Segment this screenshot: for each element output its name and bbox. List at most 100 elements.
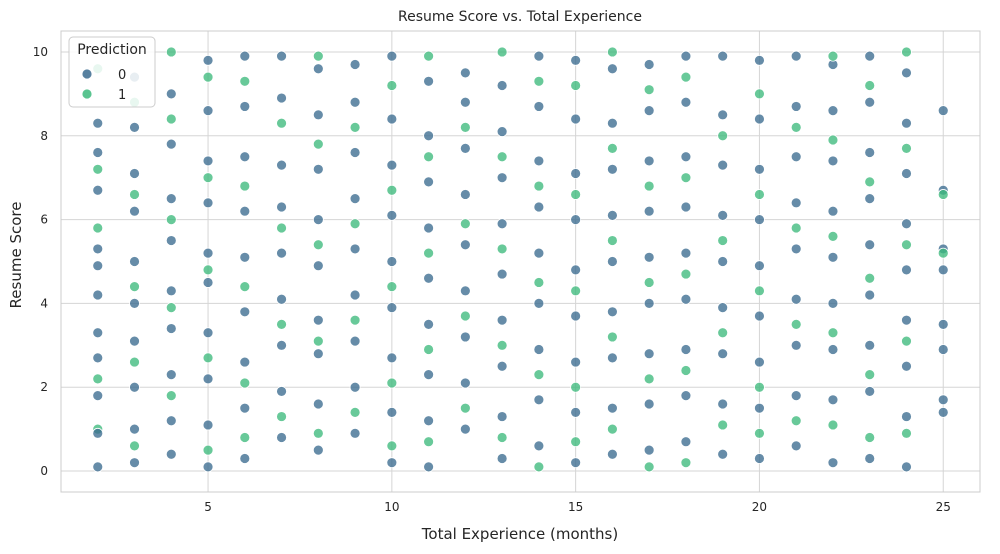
data-point-series-0 bbox=[570, 264, 582, 276]
data-point-series-0 bbox=[312, 260, 324, 272]
data-point-series-0 bbox=[496, 172, 508, 184]
data-point-series-0 bbox=[349, 59, 361, 70]
data-point-series-0 bbox=[239, 402, 251, 414]
data-point-series-0 bbox=[92, 390, 104, 402]
data-point-series-1 bbox=[607, 423, 618, 435]
data-point-series-0 bbox=[533, 201, 545, 213]
data-point-series-0 bbox=[349, 96, 361, 108]
data-point-series-0 bbox=[570, 457, 582, 469]
data-point-series-0 bbox=[864, 147, 876, 158]
data-point-series-1 bbox=[276, 117, 287, 129]
data-point-series-0 bbox=[129, 457, 140, 469]
data-point-series-0 bbox=[901, 218, 912, 230]
data-point-series-0 bbox=[239, 205, 251, 217]
data-point-series-1 bbox=[754, 285, 765, 297]
data-point-series-1 bbox=[864, 80, 876, 91]
data-point-series-0 bbox=[165, 285, 177, 297]
data-point-series-0 bbox=[790, 101, 802, 112]
data-point-series-0 bbox=[827, 394, 839, 406]
data-point-series-1 bbox=[643, 373, 655, 385]
data-point-series-0 bbox=[533, 344, 545, 355]
data-point-series-0 bbox=[901, 67, 912, 79]
data-point-series-0 bbox=[129, 298, 140, 309]
data-point-series-1 bbox=[717, 235, 729, 246]
data-point-series-1 bbox=[386, 80, 398, 91]
data-point-series-1 bbox=[129, 440, 140, 452]
x-tick-label: 20 bbox=[752, 500, 767, 514]
data-point-series-0 bbox=[680, 247, 692, 259]
data-point-series-0 bbox=[423, 272, 435, 284]
data-point-series-1 bbox=[827, 327, 839, 339]
data-point-series-0 bbox=[754, 54, 765, 66]
data-point-series-0 bbox=[349, 381, 361, 393]
data-point-series-0 bbox=[680, 390, 692, 402]
data-point-series-0 bbox=[92, 427, 104, 439]
data-point-series-1 bbox=[901, 335, 912, 347]
data-point-series-1 bbox=[92, 373, 104, 385]
data-point-series-0 bbox=[423, 369, 435, 381]
data-point-series-1 bbox=[901, 427, 912, 439]
data-point-series-0 bbox=[533, 155, 545, 167]
data-point-series-0 bbox=[864, 453, 876, 464]
data-point-series-0 bbox=[276, 293, 287, 305]
data-point-series-0 bbox=[276, 386, 287, 397]
data-point-series-0 bbox=[754, 310, 765, 322]
data-point-series-0 bbox=[92, 117, 104, 129]
data-point-series-0 bbox=[937, 344, 949, 355]
data-point-series-0 bbox=[165, 88, 177, 100]
y-tick-label: 2 bbox=[40, 380, 48, 394]
data-point-series-1 bbox=[717, 130, 729, 142]
data-point-series-1 bbox=[459, 402, 471, 414]
data-point-series-0 bbox=[827, 251, 839, 263]
y-tick-label: 6 bbox=[40, 213, 48, 227]
data-point-series-0 bbox=[901, 411, 912, 422]
data-point-series-0 bbox=[607, 256, 618, 267]
data-point-series-1 bbox=[937, 189, 949, 200]
data-point-series-0 bbox=[717, 398, 729, 410]
data-point-series-0 bbox=[901, 314, 912, 326]
data-point-series-0 bbox=[239, 453, 251, 464]
data-point-series-0 bbox=[386, 113, 398, 125]
data-point-series-1 bbox=[496, 243, 508, 255]
data-point-series-0 bbox=[790, 197, 802, 209]
data-point-series-1 bbox=[533, 369, 545, 381]
data-point-series-0 bbox=[92, 289, 104, 301]
data-point-series-1 bbox=[533, 277, 545, 288]
data-point-series-0 bbox=[496, 360, 508, 372]
data-point-series-1 bbox=[165, 390, 177, 402]
data-point-series-0 bbox=[165, 448, 177, 460]
legend-box bbox=[68, 36, 156, 108]
data-point-series-1 bbox=[607, 142, 618, 154]
data-point-series-0 bbox=[349, 427, 361, 439]
data-point-series-0 bbox=[901, 360, 912, 372]
data-point-series-0 bbox=[643, 155, 655, 167]
data-point-series-0 bbox=[864, 386, 876, 397]
data-point-series-0 bbox=[570, 356, 582, 368]
data-point-series-0 bbox=[92, 260, 104, 272]
data-point-series-1 bbox=[202, 352, 214, 364]
data-point-series-0 bbox=[827, 298, 839, 309]
data-point-series-1 bbox=[533, 461, 545, 473]
data-point-series-1 bbox=[459, 121, 471, 133]
data-point-series-0 bbox=[570, 406, 582, 418]
data-point-series-0 bbox=[643, 348, 655, 360]
data-point-series-0 bbox=[717, 302, 729, 314]
data-point-series-1 bbox=[312, 335, 324, 347]
data-point-series-0 bbox=[570, 310, 582, 322]
data-point-series-1 bbox=[790, 318, 802, 330]
data-point-series-1 bbox=[570, 80, 582, 91]
data-point-series-1 bbox=[239, 281, 251, 293]
data-point-series-0 bbox=[386, 302, 398, 314]
data-point-series-1 bbox=[754, 427, 765, 439]
data-point-series-0 bbox=[901, 168, 912, 179]
data-point-series-0 bbox=[827, 457, 839, 469]
data-point-series-0 bbox=[459, 377, 471, 389]
data-point-series-0 bbox=[386, 159, 398, 171]
data-point-series-1 bbox=[643, 277, 655, 288]
data-point-series-0 bbox=[423, 176, 435, 188]
data-point-series-0 bbox=[496, 126, 508, 137]
legend-marker-0 bbox=[81, 68, 93, 80]
data-point-series-0 bbox=[901, 264, 912, 276]
data-point-series-0 bbox=[239, 251, 251, 263]
chart-title: Resume Score vs. Total Experience bbox=[398, 9, 642, 25]
